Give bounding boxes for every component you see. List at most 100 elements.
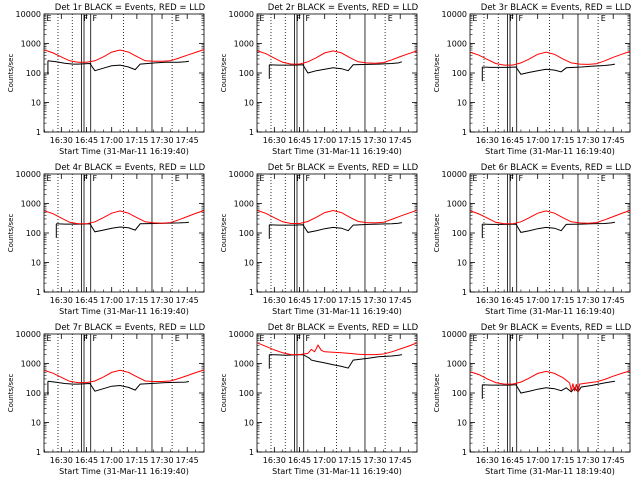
chart-title: Det 8r BLACK = Events, RED = LLD <box>268 323 419 333</box>
x-tick-label: 16:45 <box>288 136 311 145</box>
y-axis-label: Counts/sec <box>7 374 15 413</box>
lld-series-line <box>44 210 205 225</box>
y-tick-label: 1000 <box>447 40 467 49</box>
chart-svg: Det 7r BLACK = Events, RED = LLD 1 10 100 10… <box>7 323 206 476</box>
phase-marker-label: F <box>296 14 301 23</box>
x-tick-label: 16:45 <box>288 296 311 305</box>
x-tick-label: 17:00 <box>526 136 549 145</box>
chart-panel: Det 4r BLACK = Events, RED = LLD 1 10 100 10… <box>0 160 213 320</box>
x-tick-label: 17:30 <box>577 136 600 145</box>
events-series-line <box>47 380 189 392</box>
y-tick-label: 10000 <box>229 10 254 19</box>
x-tick-label: 17:00 <box>313 456 336 465</box>
chart-title: Det 5r BLACK = Events, RED = LLD <box>268 163 419 173</box>
x-axis-label: Start Time (31-Mar-11 16:19:40) <box>59 467 189 476</box>
y-tick-label: 1000 <box>21 200 41 209</box>
x-tick-label: 16:30 <box>50 296 73 305</box>
phase-marker-label: E <box>472 14 477 23</box>
phase-marker-label: F <box>93 334 98 343</box>
x-tick-label: 17:00 <box>313 296 336 305</box>
y-tick-label: 1 <box>462 448 467 457</box>
phase-marker-label: F <box>306 174 311 183</box>
y-tick-label: 100 <box>452 229 467 238</box>
x-tick-label: 16:30 <box>263 456 286 465</box>
chart-title: Det 6r BLACK = Events, RED = LLD <box>481 163 632 173</box>
y-tick-label: 1 <box>36 288 41 297</box>
phase-marker-label: E <box>388 174 393 183</box>
lld-series-line <box>257 50 418 65</box>
y-tick-label: 100 <box>239 69 254 78</box>
events-series-line <box>269 354 403 369</box>
x-axis-label: Start Time (31-Mar-11 16:19:40) <box>485 147 615 156</box>
plot-frame <box>43 173 205 293</box>
x-tick-label: 17:45 <box>176 136 199 145</box>
chart-svg: Det 6r BLACK = Events, RED = LLD 1 10 100 10… <box>433 163 632 316</box>
x-tick-label: 17:15 <box>338 136 361 145</box>
x-tick-label: 17:30 <box>151 136 174 145</box>
phase-marker-label: F <box>306 334 311 343</box>
y-tick-label: 10000 <box>16 170 41 179</box>
events-series-line <box>47 60 189 72</box>
y-tick-label: 10 <box>244 259 254 268</box>
phase-marker-label: E <box>46 334 51 343</box>
lld-series-line <box>257 342 418 356</box>
y-axis-label: Counts/sec <box>220 374 228 413</box>
chart-svg: Det 8r BLACK = Events, RED = LLD 1 10 100 10… <box>220 323 419 476</box>
y-axis-label: Counts/sec <box>220 54 228 93</box>
x-tick-label: 17:15 <box>125 296 148 305</box>
chart-panel: Det 6r BLACK = Events, RED = LLD 1 10 100 10… <box>426 160 639 320</box>
chart-svg: Det 2r BLACK = Events, RED = LLD 1 10 100 10… <box>220 3 419 156</box>
y-axis-label: Counts/sec <box>7 214 15 253</box>
x-tick-label: 16:45 <box>288 456 311 465</box>
y-axis-label: Counts/sec <box>7 54 15 93</box>
y-tick-label: 10 <box>31 99 41 108</box>
plot-frame <box>469 333 631 453</box>
x-tick-label: 16:30 <box>476 296 499 305</box>
x-axis-label: Start Time (31-Mar-11 18:19:40) <box>485 467 615 476</box>
y-tick-label: 10000 <box>442 330 467 339</box>
phase-marker-label: F <box>519 174 524 183</box>
phase-marker-label: E <box>472 334 477 343</box>
x-tick-label: 17:45 <box>389 296 412 305</box>
phase-marker-label: E <box>46 174 51 183</box>
x-tick-label: 16:30 <box>50 456 73 465</box>
y-tick-label: 1 <box>249 448 254 457</box>
x-tick-label: 17:15 <box>125 136 148 145</box>
phase-marker-label: F <box>509 14 514 23</box>
x-tick-label: 17:30 <box>577 456 600 465</box>
chart-title: Det 2r BLACK = Events, RED = LLD <box>268 3 419 13</box>
x-tick-label: 17:30 <box>364 456 387 465</box>
chart-svg: Det 5r BLACK = Events, RED = LLD 1 10 100 10… <box>220 163 419 316</box>
y-tick-label: 1000 <box>234 40 254 49</box>
x-tick-label: 17:15 <box>338 296 361 305</box>
x-tick-label: 16:45 <box>501 456 524 465</box>
plot-frame <box>43 333 205 453</box>
lld-series-line <box>44 49 205 63</box>
x-tick-label: 17:30 <box>364 136 387 145</box>
x-tick-label: 17:30 <box>577 296 600 305</box>
phase-marker-label: F <box>519 14 524 23</box>
phase-marker-label: E <box>175 14 180 23</box>
y-axis-label: Counts/sec <box>220 214 228 253</box>
y-tick-label: 10 <box>457 259 467 268</box>
phase-marker-label: F <box>509 334 514 343</box>
y-tick-label: 10 <box>31 259 41 268</box>
phase-marker-label: E <box>601 174 606 183</box>
y-tick-label: 10000 <box>16 10 41 19</box>
x-tick-label: 17:30 <box>151 456 174 465</box>
x-tick-label: 17:45 <box>176 456 199 465</box>
phase-marker-label: E <box>601 14 606 23</box>
chart-title: Det 7r BLACK = Events, RED = LLD <box>55 323 206 333</box>
lld-series-line <box>257 209 418 224</box>
x-tick-label: 16:30 <box>263 296 286 305</box>
y-tick-label: 1 <box>36 448 41 457</box>
phase-marker-label: E <box>259 174 264 183</box>
x-tick-label: 17:15 <box>551 296 574 305</box>
x-tick-label: 16:45 <box>501 296 524 305</box>
y-tick-label: 10 <box>244 99 254 108</box>
lld-series-line <box>470 50 631 66</box>
events-series-line <box>269 61 403 74</box>
plot-frame <box>469 173 631 293</box>
x-tick-label: 16:30 <box>50 136 73 145</box>
y-tick-label: 100 <box>239 389 254 398</box>
